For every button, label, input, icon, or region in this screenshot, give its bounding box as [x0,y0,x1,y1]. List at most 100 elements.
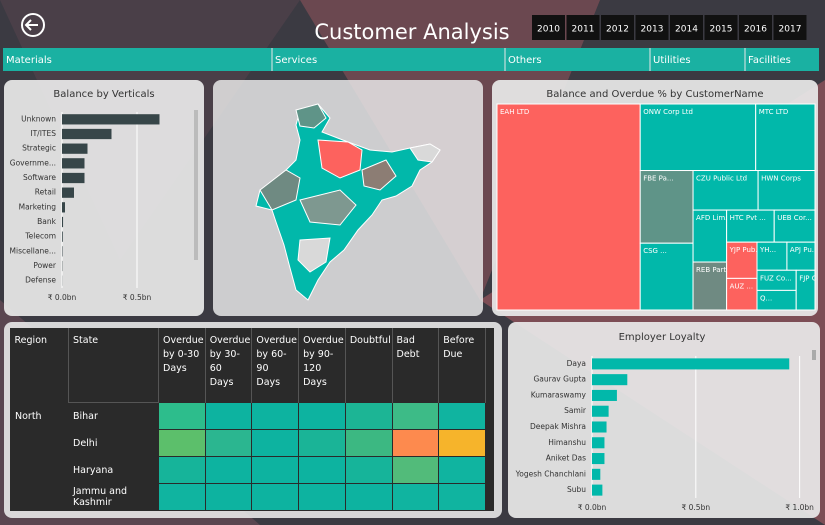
tile-label: YH... [759,246,776,254]
tile-label: FJP Co... [799,274,825,282]
x-tick-label: ₹ 0.0bn [48,293,77,302]
heat-cell [204,483,253,511]
bar [62,187,74,198]
heat-cell [391,483,440,511]
y-tick-label: Power [33,261,57,270]
tile-label: APJ Pu... [790,246,819,254]
bar [62,216,64,228]
tab-label[interactable]: Utilities [653,55,691,66]
heat-cell [391,456,440,484]
tile-label: HTC Pvt ... [730,214,766,222]
treemap-tile [773,209,816,243]
map-region [409,143,441,163]
year-button[interactable] [601,15,634,40]
y-tick-label: Retail [35,188,56,197]
y-tick-label: Deepak Mishra [530,422,586,431]
tile-label: AFD Lim... [696,214,732,222]
heat-cell [251,456,300,484]
column-header: Region [10,328,69,403]
heat-cell [344,456,393,484]
tile-label: UEB Cor... [777,214,812,222]
heat-cell [298,456,346,484]
y-tick-label: Miscellane... [10,246,56,255]
year-button[interactable] [532,15,565,40]
heat-cell [251,402,300,430]
treemap-tile [756,241,788,271]
table-cell: North [10,402,69,430]
year-button[interactable] [670,15,703,40]
table-header: Region State Overdue by 0-30 Days Overdue b… [10,328,486,403]
table-cell [10,429,69,457]
panel [4,80,204,316]
heat-cell [438,402,486,430]
bar [62,172,85,184]
column-header: Before Due [438,328,486,403]
heat-cell [251,483,300,511]
heat-cell [204,429,253,457]
scrollbar[interactable] [194,110,198,260]
table-row: Haryana [10,456,486,484]
year-label: 2010 [537,25,560,35]
year-label: 2011 [572,25,595,35]
year-button[interactable] [704,15,738,40]
treemap-tile [692,261,728,311]
year-button[interactable] [635,15,669,40]
table-visual: Region State Overdue by 0-30 Days Overdue b… [10,328,494,511]
bar [62,231,63,242]
back-button[interactable] [21,13,45,37]
bar [62,128,112,140]
year-button[interactable] [739,15,772,40]
heat-cell [158,402,206,430]
treemap-tile [726,209,775,243]
tile-label: AUZ ... [730,282,754,290]
y-tick-label: Aniket Das [546,454,586,463]
year-label: 2014 [675,25,698,35]
y-tick-label: Kumaraswamy [531,390,587,399]
heat-cell [158,456,206,484]
tab-label[interactable]: Others [508,55,542,66]
year-button[interactable] [773,15,807,40]
tab-bar [3,48,819,71]
y-tick-label: Software [23,173,56,182]
y-tick-label: Himanshu [548,438,586,447]
heat-cell [344,483,393,511]
tab-label[interactable]: Services [275,55,317,66]
heat-cell [438,483,486,511]
year-button[interactable] [566,15,600,40]
tab-label[interactable]: Facilities [748,55,791,66]
map-region [361,159,397,191]
bar [592,437,605,449]
treemap-tile [786,241,816,271]
back-arrow [24,19,38,31]
heat-cell [298,429,346,457]
table-row: Jammu and Kashmir [10,483,486,511]
heat-cell [344,429,393,457]
y-tick-label: Governme... [10,158,56,167]
x-tick-label: ₹ 1.0bn [785,503,814,512]
column-header: State [68,328,159,403]
bar [592,468,601,480]
heat-cell [298,402,346,430]
scrollbar[interactable] [812,350,816,360]
x-tick-label: ₹ 0.5bn [123,293,152,302]
tile-label: FUZ Co... [760,274,792,282]
bar [62,202,65,213]
year-label: 2012 [606,25,629,35]
table-cell [10,483,69,511]
table-cell: Bihar [68,402,159,430]
map-region [299,189,357,226]
treemap-tile [726,277,758,311]
chart-title: Balance by Verticals [53,89,154,100]
year-label: 2016 [744,25,767,35]
tile-label: MTC LTD [759,108,789,116]
heat-cell [158,429,206,457]
table-row: North Bihar [10,402,486,430]
column-header: Overdue by 90-120 Days [298,328,346,403]
bar [62,158,85,169]
heat-cell [251,429,300,457]
bar [592,421,607,433]
treemap-tile [757,170,816,211]
map-region [295,103,327,129]
treemap-tile [692,170,759,211]
tab-label[interactable]: Materials [6,55,52,66]
